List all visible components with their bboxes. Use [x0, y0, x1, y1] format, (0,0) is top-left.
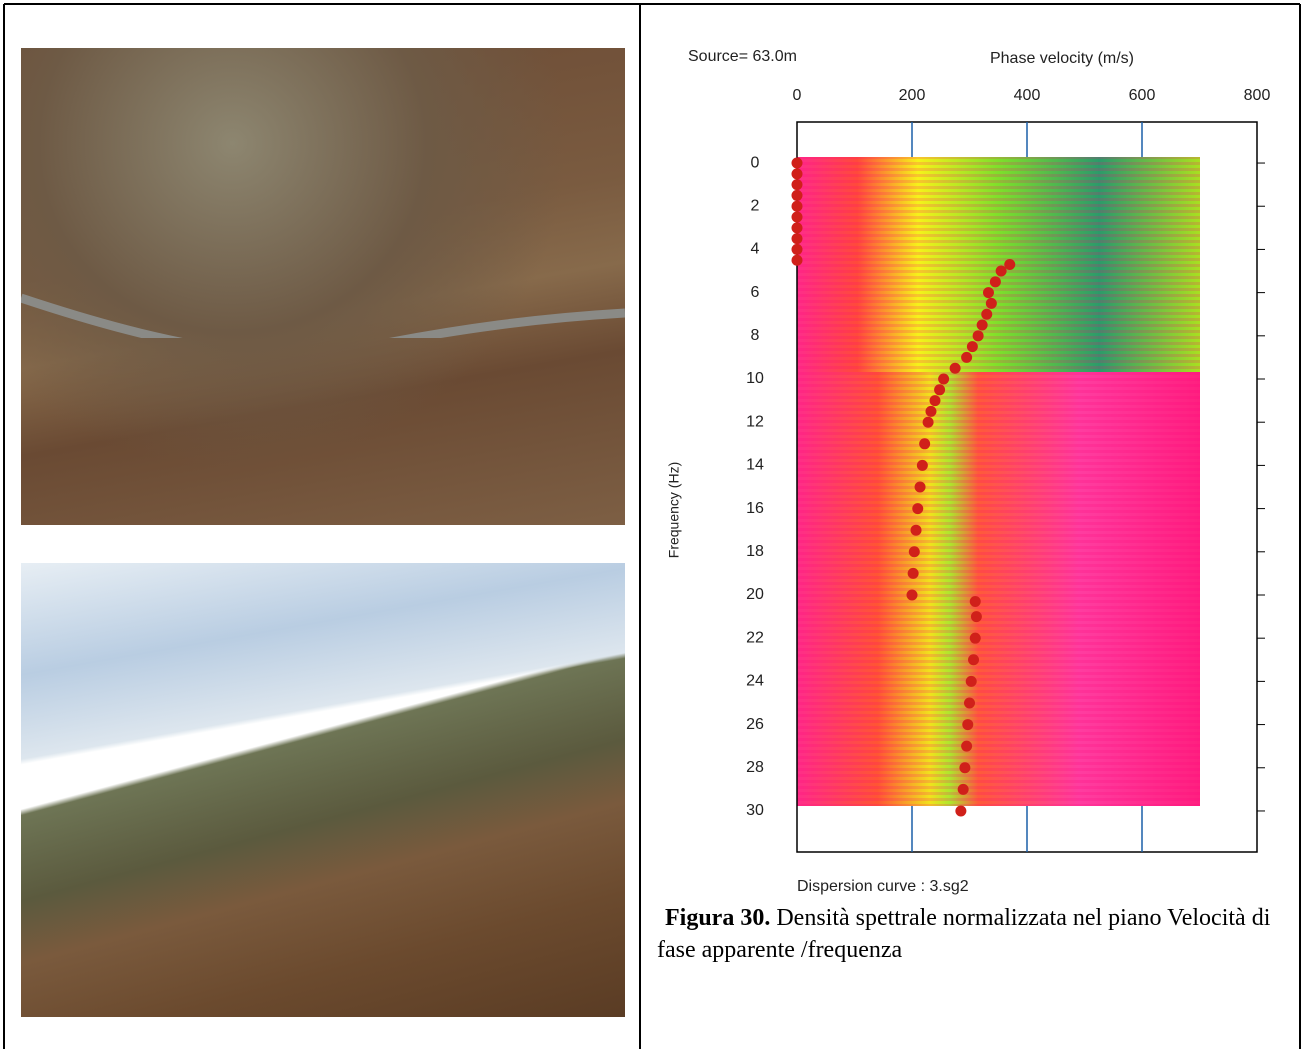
dispersion-point — [996, 266, 1007, 277]
y-tick-label: 18 — [746, 543, 764, 560]
x-axis-title: Phase velocity (m/s) — [990, 50, 1134, 67]
y-tick-label: 16 — [746, 500, 764, 517]
dispersion-point — [908, 568, 919, 579]
dispersion-point — [966, 676, 977, 687]
road-line — [21, 298, 625, 338]
y-tick-label: 12 — [746, 413, 764, 430]
dispersion-point — [792, 212, 803, 223]
dispersion-point — [792, 244, 803, 255]
dispersion-point — [909, 546, 920, 557]
y-tick-label: 14 — [746, 457, 764, 474]
y-tick-label: 4 — [751, 241, 760, 258]
dispersion-point — [912, 503, 923, 514]
dispersion-point — [934, 384, 945, 395]
y-tick-label: 8 — [751, 327, 760, 344]
dispersion-point — [958, 784, 969, 795]
y-tick-label: 22 — [746, 629, 764, 646]
dispersion-point — [930, 395, 941, 406]
dispersion-point — [970, 596, 981, 607]
dispersion-point — [911, 525, 922, 536]
dispersion-point — [792, 179, 803, 190]
dispersion-point — [973, 330, 984, 341]
dispersion-point — [977, 320, 988, 331]
dispersion-point — [915, 482, 926, 493]
page: Source= 63.0m Phase velocity (m/s) Frequ… — [0, 0, 1304, 1049]
y-tick-label: 2 — [751, 197, 760, 214]
dispersion-point — [792, 158, 803, 169]
y-tick-label: 10 — [746, 370, 764, 387]
y-tick-label: 30 — [746, 802, 764, 819]
dispersion-point — [971, 611, 982, 622]
dispersion-point — [792, 201, 803, 212]
dispersion-point — [923, 417, 934, 428]
field-photo — [21, 563, 625, 1017]
y-tick-label: 0 — [751, 154, 760, 171]
dispersion-point — [961, 741, 972, 752]
dispersion-point — [917, 460, 928, 471]
dispersion-point — [950, 363, 961, 374]
dispersion-point — [967, 341, 978, 352]
y-tick-label: 24 — [746, 673, 764, 690]
annotation: Source= 63.0m — [688, 48, 797, 65]
dispersion-point — [792, 190, 803, 201]
dispersion-point — [959, 762, 970, 773]
dispersion-point — [925, 406, 936, 417]
x-tick-label: 600 — [1129, 87, 1156, 104]
x-tick-label: 800 — [1244, 87, 1271, 104]
dispersion-point — [955, 805, 966, 816]
dispersion-point — [968, 654, 979, 665]
dispersion-point — [970, 633, 981, 644]
y-tick-label: 28 — [746, 759, 764, 776]
dispersion-point — [907, 589, 918, 600]
dispersion-point — [792, 255, 803, 266]
dispersion-point — [938, 374, 949, 385]
footnote: Dispersion curve : 3.sg2 — [797, 878, 969, 895]
dispersion-point — [964, 697, 975, 708]
x-tick-label: 400 — [1014, 87, 1041, 104]
y-tick-label: 20 — [746, 586, 764, 603]
y-tick-label: 26 — [746, 716, 764, 733]
dispersion-point — [792, 168, 803, 179]
dispersion-point — [919, 438, 930, 449]
dispersion-point — [961, 352, 972, 363]
dispersion-point — [990, 276, 1001, 287]
x-tick-label: 200 — [899, 87, 926, 104]
dispersion-point — [983, 287, 994, 298]
y-tick-label: 6 — [751, 284, 760, 301]
road — [21, 278, 625, 338]
aerial-photo — [21, 48, 625, 525]
caption: Figura 30.Densità spettrale normalizzata… — [657, 902, 1287, 966]
heatmap-texture — [797, 157, 1200, 806]
caption-label: Figura 30. — [665, 905, 770, 931]
dispersion-point — [792, 233, 803, 244]
dispersion-point — [792, 222, 803, 233]
x-tick-label: 0 — [793, 87, 802, 104]
y-axis-title: Frequency (Hz) — [666, 462, 682, 558]
dispersion-point — [962, 719, 973, 730]
dispersion-point — [986, 298, 997, 309]
dispersion-point — [981, 309, 992, 320]
